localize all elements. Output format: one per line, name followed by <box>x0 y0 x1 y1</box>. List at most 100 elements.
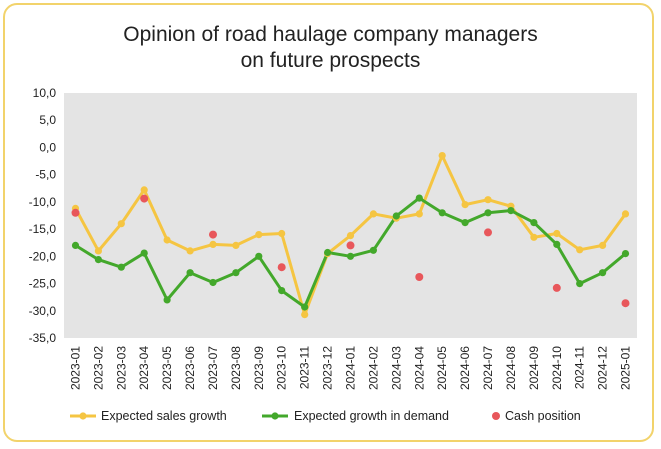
data-point-1 <box>415 194 423 202</box>
data-point-0 <box>117 220 125 228</box>
data-point-2 <box>209 230 217 239</box>
data-point-0 <box>553 229 561 238</box>
data-point-0 <box>94 247 102 255</box>
x-tick-label: 2024-09 <box>527 346 541 390</box>
data-point-0 <box>186 247 194 255</box>
legend: Expected sales growth Expected growth in … <box>70 409 581 423</box>
data-point-1 <box>186 269 194 277</box>
y-tick-label: -20,0 <box>29 249 57 263</box>
data-point-0 <box>255 231 263 239</box>
data-point-0 <box>140 186 148 194</box>
y-tick-label: 5,0 <box>39 113 56 127</box>
data-point-1 <box>232 269 240 277</box>
legend-item: Cash position <box>492 409 581 423</box>
legend-label: Cash position <box>505 409 581 423</box>
data-point-2 <box>552 283 561 292</box>
data-point-1 <box>621 250 630 258</box>
x-tick-label: 2023-02 <box>91 346 105 390</box>
x-tick-label: 2023-07 <box>206 346 220 390</box>
data-point-1 <box>117 263 125 271</box>
legend-swatch-marker <box>271 412 279 420</box>
data-point-1 <box>301 303 309 311</box>
x-tick-label: 2024-06 <box>458 346 472 390</box>
x-tick-label: 2023-08 <box>229 346 243 390</box>
data-point-2 <box>415 273 424 281</box>
series-points <box>71 152 630 319</box>
data-point-0 <box>576 246 584 254</box>
x-tick-label: 2024-03 <box>389 346 403 390</box>
x-tick-label: 2023-09 <box>252 346 266 390</box>
x-tick-label: 2023-05 <box>160 346 174 390</box>
chart-title-line-2: on future prospects <box>240 49 421 72</box>
y-tick-label: -10,0 <box>29 195 57 209</box>
data-point-1 <box>71 241 80 249</box>
data-point-1 <box>140 249 148 257</box>
data-point-0 <box>346 232 355 240</box>
y-tick-label: -5,0 <box>35 168 56 182</box>
y-tick-label: 10,0 <box>33 86 57 100</box>
x-tick-label: 2023-01 <box>68 346 82 390</box>
y-tick-label: -35,0 <box>29 331 57 345</box>
x-tick-label: 2024-02 <box>366 346 380 390</box>
data-point-0 <box>301 311 309 319</box>
data-point-0 <box>438 152 446 160</box>
chart-title: Opinion of road haulage company managers… <box>0 22 661 74</box>
data-point-1 <box>484 209 492 217</box>
data-point-2 <box>621 299 630 308</box>
data-point-1 <box>209 278 217 287</box>
data-point-2 <box>140 194 149 203</box>
data-point-0 <box>415 210 423 218</box>
data-point-1 <box>530 219 538 227</box>
x-tick-label: 2024-10 <box>550 346 564 390</box>
plot-area <box>64 93 637 338</box>
x-tick-label: 2024-05 <box>435 346 449 390</box>
x-tick-label: 2024-08 <box>504 346 518 390</box>
x-tick-label: 2023-11 <box>298 346 312 389</box>
data-point-1 <box>324 248 332 257</box>
legend-swatch-marker <box>492 412 500 420</box>
x-tick-label: 2025-01 <box>619 346 633 390</box>
data-point-0 <box>461 201 469 209</box>
y-tick-label: 0,0 <box>39 140 56 154</box>
data-point-1 <box>392 212 400 220</box>
legend-swatch-marker <box>79 412 87 420</box>
y-axis: 10,0 5,0 0,0 -5,0 -10,0 -15,0 -20,0 -25,0 -30,0 -… <box>29 86 57 345</box>
chart-title-line-1: Opinion of road haulage company managers <box>123 23 538 46</box>
x-tick-label: 2023-06 <box>183 346 197 390</box>
x-tick-label: 2023-10 <box>275 346 289 390</box>
data-point-1 <box>599 269 607 277</box>
y-tick-label: -25,0 <box>29 277 57 291</box>
data-point-0 <box>163 236 171 244</box>
data-point-1 <box>94 256 102 264</box>
x-tick-label: 2024-01 <box>344 346 358 390</box>
data-point-1 <box>346 252 355 260</box>
legend-label: Expected sales growth <box>101 409 227 423</box>
legend-item: Expected sales growth <box>70 409 227 423</box>
x-axis: 2023-01 2023-02 2023-03 2023-04 2023-05 2023-… <box>68 346 632 390</box>
x-tick-label: 2024-12 <box>596 346 610 390</box>
data-point-0 <box>232 241 240 249</box>
data-point-1 <box>576 280 584 288</box>
data-point-2 <box>71 208 80 217</box>
data-point-0 <box>278 229 286 238</box>
data-point-1 <box>163 296 171 304</box>
data-point-1 <box>369 246 377 254</box>
x-tick-label: 2023-03 <box>114 346 128 390</box>
data-point-0 <box>621 210 630 218</box>
data-point-0 <box>530 233 538 241</box>
legend-label: Expected growth in demand <box>294 409 449 423</box>
data-point-2 <box>277 263 286 272</box>
data-point-1 <box>278 287 286 295</box>
data-point-1 <box>507 207 515 215</box>
data-point-1 <box>255 252 263 260</box>
data-point-1 <box>553 240 561 248</box>
legend-item: Expected growth in demand <box>262 409 449 423</box>
y-tick-label: -30,0 <box>29 304 57 318</box>
x-tick-label: 2023-04 <box>137 346 151 390</box>
data-point-2 <box>346 241 355 250</box>
data-point-0 <box>369 210 377 218</box>
data-point-2 <box>484 228 492 237</box>
data-point-0 <box>599 241 607 249</box>
x-tick-label: 2023-12 <box>321 346 335 390</box>
